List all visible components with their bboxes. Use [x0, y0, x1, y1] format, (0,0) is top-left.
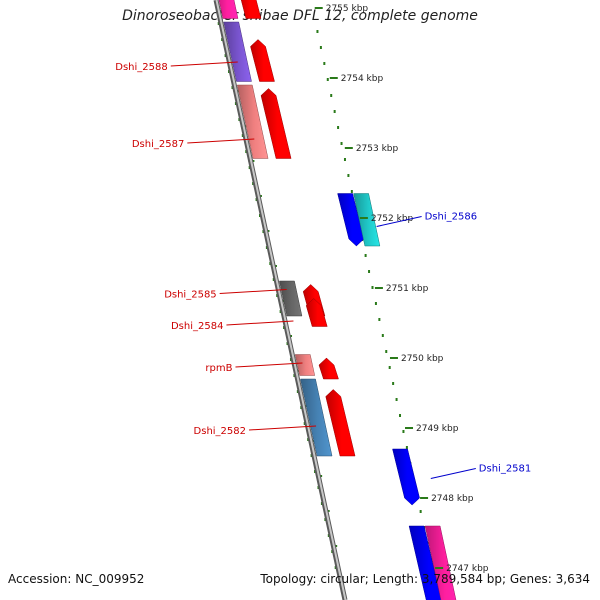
gene-labels: Dshi_2588 Dshi_2587 Dshi_2586 Dshi_2585 Dshi…: [115, 61, 531, 479]
gene-label: Dshi_2587: [132, 139, 184, 150]
reverse-ruler-dot: [374, 302, 377, 305]
kbp-tick-label: 2753 kbp: [356, 144, 399, 154]
label-leader-line: [170, 61, 238, 67]
forward-gene: [294, 354, 316, 376]
kbp-tick-label: 2755 kbp: [326, 4, 369, 14]
label-leader-line: [187, 138, 255, 144]
forward-gene: [250, 39, 275, 82]
reverse-ruler-dot: [405, 446, 408, 449]
label-leader-line: [226, 320, 294, 326]
kbp-tick: [344, 147, 353, 149]
reverse-ruler-dot: [350, 190, 353, 193]
gene-label: Dshi_2584: [171, 321, 223, 332]
kbp-tick-label: 2751 kbp: [386, 284, 429, 294]
reverse-ruler-dot: [419, 510, 422, 513]
gene-label: Dshi_2581: [479, 464, 531, 475]
backbone-highlight: [215, 0, 347, 600]
accession-text: Accession: NC_009952: [8, 572, 145, 586]
gene-tracks: [218, 0, 457, 600]
kbp-tick: [405, 427, 414, 429]
reverse-gene: [392, 448, 420, 506]
kbp-tick: [329, 77, 338, 79]
reverse-ruler-dot: [316, 30, 319, 33]
kbp-tick-label: 2750 kbp: [401, 354, 444, 364]
reverse-ruler-dot: [399, 414, 402, 417]
forward-gene: [300, 378, 333, 457]
forward-gene: [305, 298, 328, 327]
backbone-group: [213, 0, 348, 600]
reverse-ruler-dot: [371, 286, 374, 289]
reverse-ruler-dot: [392, 382, 395, 385]
label-leader-line: [430, 468, 476, 479]
reverse-ruler-dot: [343, 158, 346, 161]
reverse-ruler-dot: [378, 318, 381, 321]
reverse-ruler-dot: [326, 78, 329, 81]
gene-label: rpmB: [205, 363, 232, 374]
gene-label: Dshi_2588: [115, 62, 167, 73]
topology-text: Topology: circular; Length: 3,789,584 bp…: [260, 572, 590, 586]
reverse-ruler-dot: [333, 110, 336, 113]
forward-gene: [223, 21, 252, 82]
ruler-ticks: 2755 kbp 2754 kbp 2753 kbp 2752 kbp 2751 kbp…: [314, 4, 489, 574]
forward-gene: [236, 84, 269, 159]
reverse-ruler-dot: [385, 350, 388, 353]
kbp-tick-label: 2747 kbp: [446, 564, 489, 574]
reverse-ruler-dot: [330, 94, 333, 97]
reverse-ruler-dot: [364, 254, 367, 257]
forward-gene: [325, 389, 356, 457]
reverse-ruler-dot: [319, 46, 322, 49]
kbp-tick: [374, 287, 383, 289]
reverse-gene: [408, 525, 442, 600]
gene-label: Dshi_2586: [425, 212, 477, 223]
kbp-tick-label: 2749 kbp: [416, 424, 459, 434]
reverse-gene: [337, 193, 365, 247]
forward-gene: [318, 357, 339, 380]
reverse-gene: [353, 193, 381, 247]
reverse-ruler-dot: [368, 270, 371, 273]
label-leader-line: [376, 216, 422, 227]
reverse-ruler-dot: [402, 430, 405, 433]
reverse-ruler-dot: [381, 334, 384, 337]
label-leader-line: [219, 289, 287, 294]
kbp-tick: [389, 357, 398, 359]
kbp-tick-label: 2748 kbp: [431, 494, 474, 504]
label-leader-line: [248, 425, 317, 431]
gene-label: Dshi_2582: [194, 426, 246, 437]
reverse-ruler-dot: [340, 142, 343, 145]
label-leader-line: [235, 362, 303, 368]
map-title: Dinoroseobacter shibae DFL 12, complete …: [122, 8, 478, 24]
kbp-tick: [314, 7, 323, 9]
forward-gene: [240, 0, 262, 19]
reverse-ruler-dot: [388, 366, 391, 369]
reverse-gene: [424, 525, 457, 600]
kbp-tick-label: 2754 kbp: [341, 74, 384, 84]
forward-gene: [260, 88, 292, 159]
reverse-ruler-dot: [323, 62, 326, 65]
gene-label: Dshi_2585: [164, 290, 216, 301]
kbp-tick-label: 2752 kbp: [371, 214, 414, 224]
reverse-ruler-dot: [347, 174, 350, 177]
kbp-tick: [435, 567, 444, 569]
reverse-ruler-dot: [337, 126, 340, 129]
kbp-tick: [420, 497, 429, 499]
forward-gene: [218, 0, 239, 19]
kbp-tick: [359, 217, 368, 219]
reverse-ruler-dot: [395, 398, 398, 401]
